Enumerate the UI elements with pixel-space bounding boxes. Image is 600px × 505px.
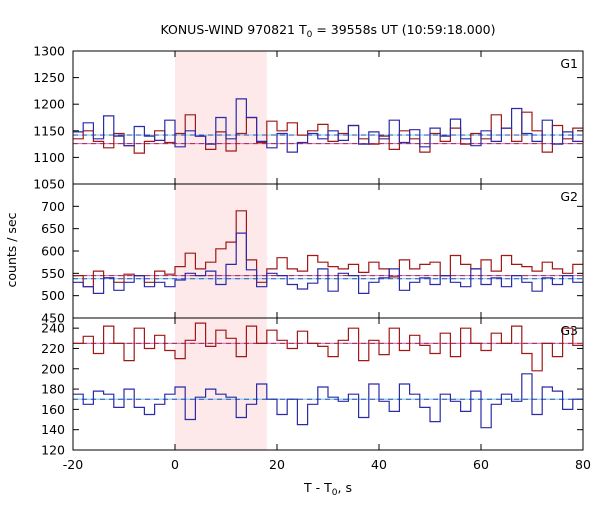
- chart-title-main: KONUS-WIND 970821 T: [160, 22, 306, 37]
- panel-1-label: G1: [560, 56, 578, 71]
- x-tick-label: 80: [575, 457, 591, 472]
- panel-1-series-2-histogram: [73, 98, 583, 153]
- panel-1-y-tick-label: 1050: [33, 177, 65, 192]
- x-axis-label: T - T0, s: [303, 480, 352, 498]
- panel-2-series-2-histogram: [73, 232, 583, 294]
- chart-title: KONUS-WIND 970821 T0 = 39558s UT (10:59:…: [160, 22, 495, 40]
- panel-2-frame: [72, 183, 584, 319]
- panel-3-y-tick-label: 240: [41, 321, 65, 336]
- x-axis-label-rest: , s: [338, 480, 352, 495]
- panel-2-y-tick-label: 650: [41, 221, 65, 236]
- panel-2-y-tick-label: 600: [41, 244, 65, 259]
- panel-3-y-tick-label: 200: [41, 361, 65, 376]
- panel-3-label: G3: [560, 323, 578, 338]
- panel-3-series-1-histogram: [73, 322, 583, 372]
- panel-3-y-tick-label: 160: [41, 402, 65, 417]
- panel-1-y-tick-label: 1100: [33, 150, 65, 165]
- x-tick-label: 0: [171, 457, 179, 472]
- panel-1-frame: [72, 50, 584, 185]
- panel-3-y-tick-label: 140: [41, 422, 65, 437]
- x-tick-label: 60: [473, 457, 489, 472]
- panel-1-y-tick-label: 1150: [33, 123, 65, 138]
- panel-2-series-1-histogram: [73, 210, 583, 288]
- panel-2-highlight-interval: [175, 184, 267, 318]
- plot-area: 105011001150120012501300G145050055060065…: [33, 44, 591, 473]
- panel-2-y-tick-label: 450: [41, 311, 65, 326]
- panel-3-y-tick-label: 180: [41, 382, 65, 397]
- panel-3-highlight-interval: [175, 318, 267, 450]
- x-tick-label: -20: [63, 457, 83, 472]
- panel-3-y-tick-label: 120: [41, 443, 65, 458]
- panel-1-y-tick-label: 1250: [33, 70, 65, 85]
- chart-title-rest: = 39558s UT (10:59:18.000): [312, 22, 495, 37]
- panel-2-label: G2: [560, 189, 578, 204]
- panel-1-y-tick-label: 1200: [33, 97, 65, 112]
- y-axis-label: counts / sec: [4, 212, 19, 287]
- x-axis-label-main: T - T: [303, 480, 332, 495]
- x-axis-label-subscript: 0: [332, 488, 338, 498]
- panel-3-y-tick-label: 220: [41, 341, 65, 356]
- panel-3-series-2-histogram: [73, 373, 583, 429]
- x-tick-label: 20: [269, 457, 285, 472]
- panel-2-y-tick-label: 550: [41, 266, 65, 281]
- panel-3-frame: [72, 317, 584, 451]
- chart-title-subscript: 0: [307, 30, 313, 40]
- x-tick-label: 40: [371, 457, 387, 472]
- panel-2-y-tick-label: 500: [41, 288, 65, 303]
- panel-1-y-tick-label: 1300: [33, 44, 65, 59]
- panel-2-y-tick-label: 700: [41, 199, 65, 214]
